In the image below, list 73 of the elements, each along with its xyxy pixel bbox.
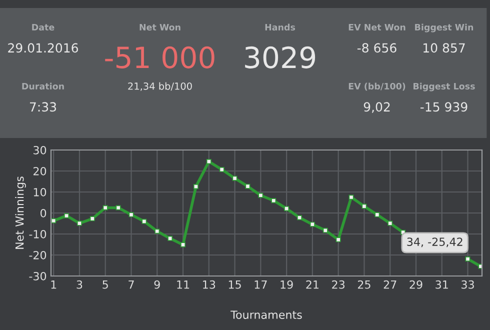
point xyxy=(180,242,186,248)
y-tick-label: -20 xyxy=(29,250,46,260)
x-tick-label: 29 xyxy=(410,280,422,289)
x-tick-label: 23 xyxy=(332,280,345,289)
point xyxy=(245,184,250,189)
x-tick-label: 31 xyxy=(436,280,448,289)
text: -8 656 xyxy=(357,43,396,53)
point xyxy=(374,212,380,218)
point xyxy=(142,218,147,224)
point xyxy=(258,192,264,198)
y-tick-label: 20 xyxy=(34,166,46,176)
annotation: 34, -25,42 xyxy=(407,238,462,248)
text: Hands xyxy=(265,24,296,31)
text: 9,02 xyxy=(364,102,390,113)
x-tick-label: 15 xyxy=(228,280,241,289)
point xyxy=(284,206,290,212)
point xyxy=(116,205,121,210)
text: Biggest Win xyxy=(415,24,474,32)
text: EV Net Won xyxy=(348,24,406,31)
x-tick-label: 3 xyxy=(76,280,82,289)
point xyxy=(219,167,224,172)
text: Date xyxy=(32,24,54,31)
text: 21,34 bb/100 xyxy=(128,82,192,91)
point xyxy=(168,236,173,241)
point xyxy=(51,218,56,224)
text: Net Won xyxy=(140,24,180,31)
text: 3029 xyxy=(245,46,316,68)
x-tick-label: 11 xyxy=(177,280,190,289)
point xyxy=(64,213,70,218)
y-tick-label: 0 xyxy=(40,208,46,218)
x-tick-label: 1 xyxy=(51,280,56,289)
x-tick-label: 17 xyxy=(254,280,267,289)
y-tick-label: 10 xyxy=(34,188,46,196)
point xyxy=(322,228,328,233)
point xyxy=(310,222,315,227)
x-tick-label: 21 xyxy=(306,280,318,289)
text: -15 939 xyxy=(420,102,468,112)
x-tick-label: 19 xyxy=(280,280,293,289)
point xyxy=(232,176,238,181)
x-tick-label: 7 xyxy=(128,280,134,289)
text: Duration xyxy=(22,82,64,90)
text: EV (bb/100) xyxy=(348,82,406,91)
point xyxy=(297,215,302,220)
point xyxy=(336,237,341,242)
text: -51 000 xyxy=(105,46,214,68)
text: 10 857 xyxy=(424,43,465,53)
text: 7:33 xyxy=(30,102,56,112)
x-tick-label: 27 xyxy=(384,280,396,289)
x-tick-label: 9 xyxy=(154,280,160,289)
point xyxy=(362,204,367,209)
point xyxy=(465,256,470,262)
x-tick-label: 5 xyxy=(102,280,108,289)
point xyxy=(154,228,160,234)
point xyxy=(102,205,108,210)
point xyxy=(128,212,134,218)
y-axis-title: Net Winnings xyxy=(15,176,26,249)
x-tick-label: 33 xyxy=(462,280,474,289)
point xyxy=(348,194,354,200)
x-tick-label: 13 xyxy=(203,280,216,289)
text: 29.01.2016 xyxy=(8,43,78,53)
x-axis-title: Tournaments xyxy=(230,310,302,319)
text: Biggest Loss xyxy=(414,82,475,92)
point xyxy=(388,220,393,226)
x-tick-label: 25 xyxy=(358,280,370,289)
point xyxy=(271,198,276,204)
point xyxy=(76,220,82,226)
point xyxy=(478,264,482,269)
y-tick-label: -10 xyxy=(29,230,46,238)
y-tick-label: -30 xyxy=(29,272,46,280)
point xyxy=(90,216,95,222)
point xyxy=(206,159,212,164)
point xyxy=(193,184,198,190)
y-tick-label: 30 xyxy=(34,146,46,154)
